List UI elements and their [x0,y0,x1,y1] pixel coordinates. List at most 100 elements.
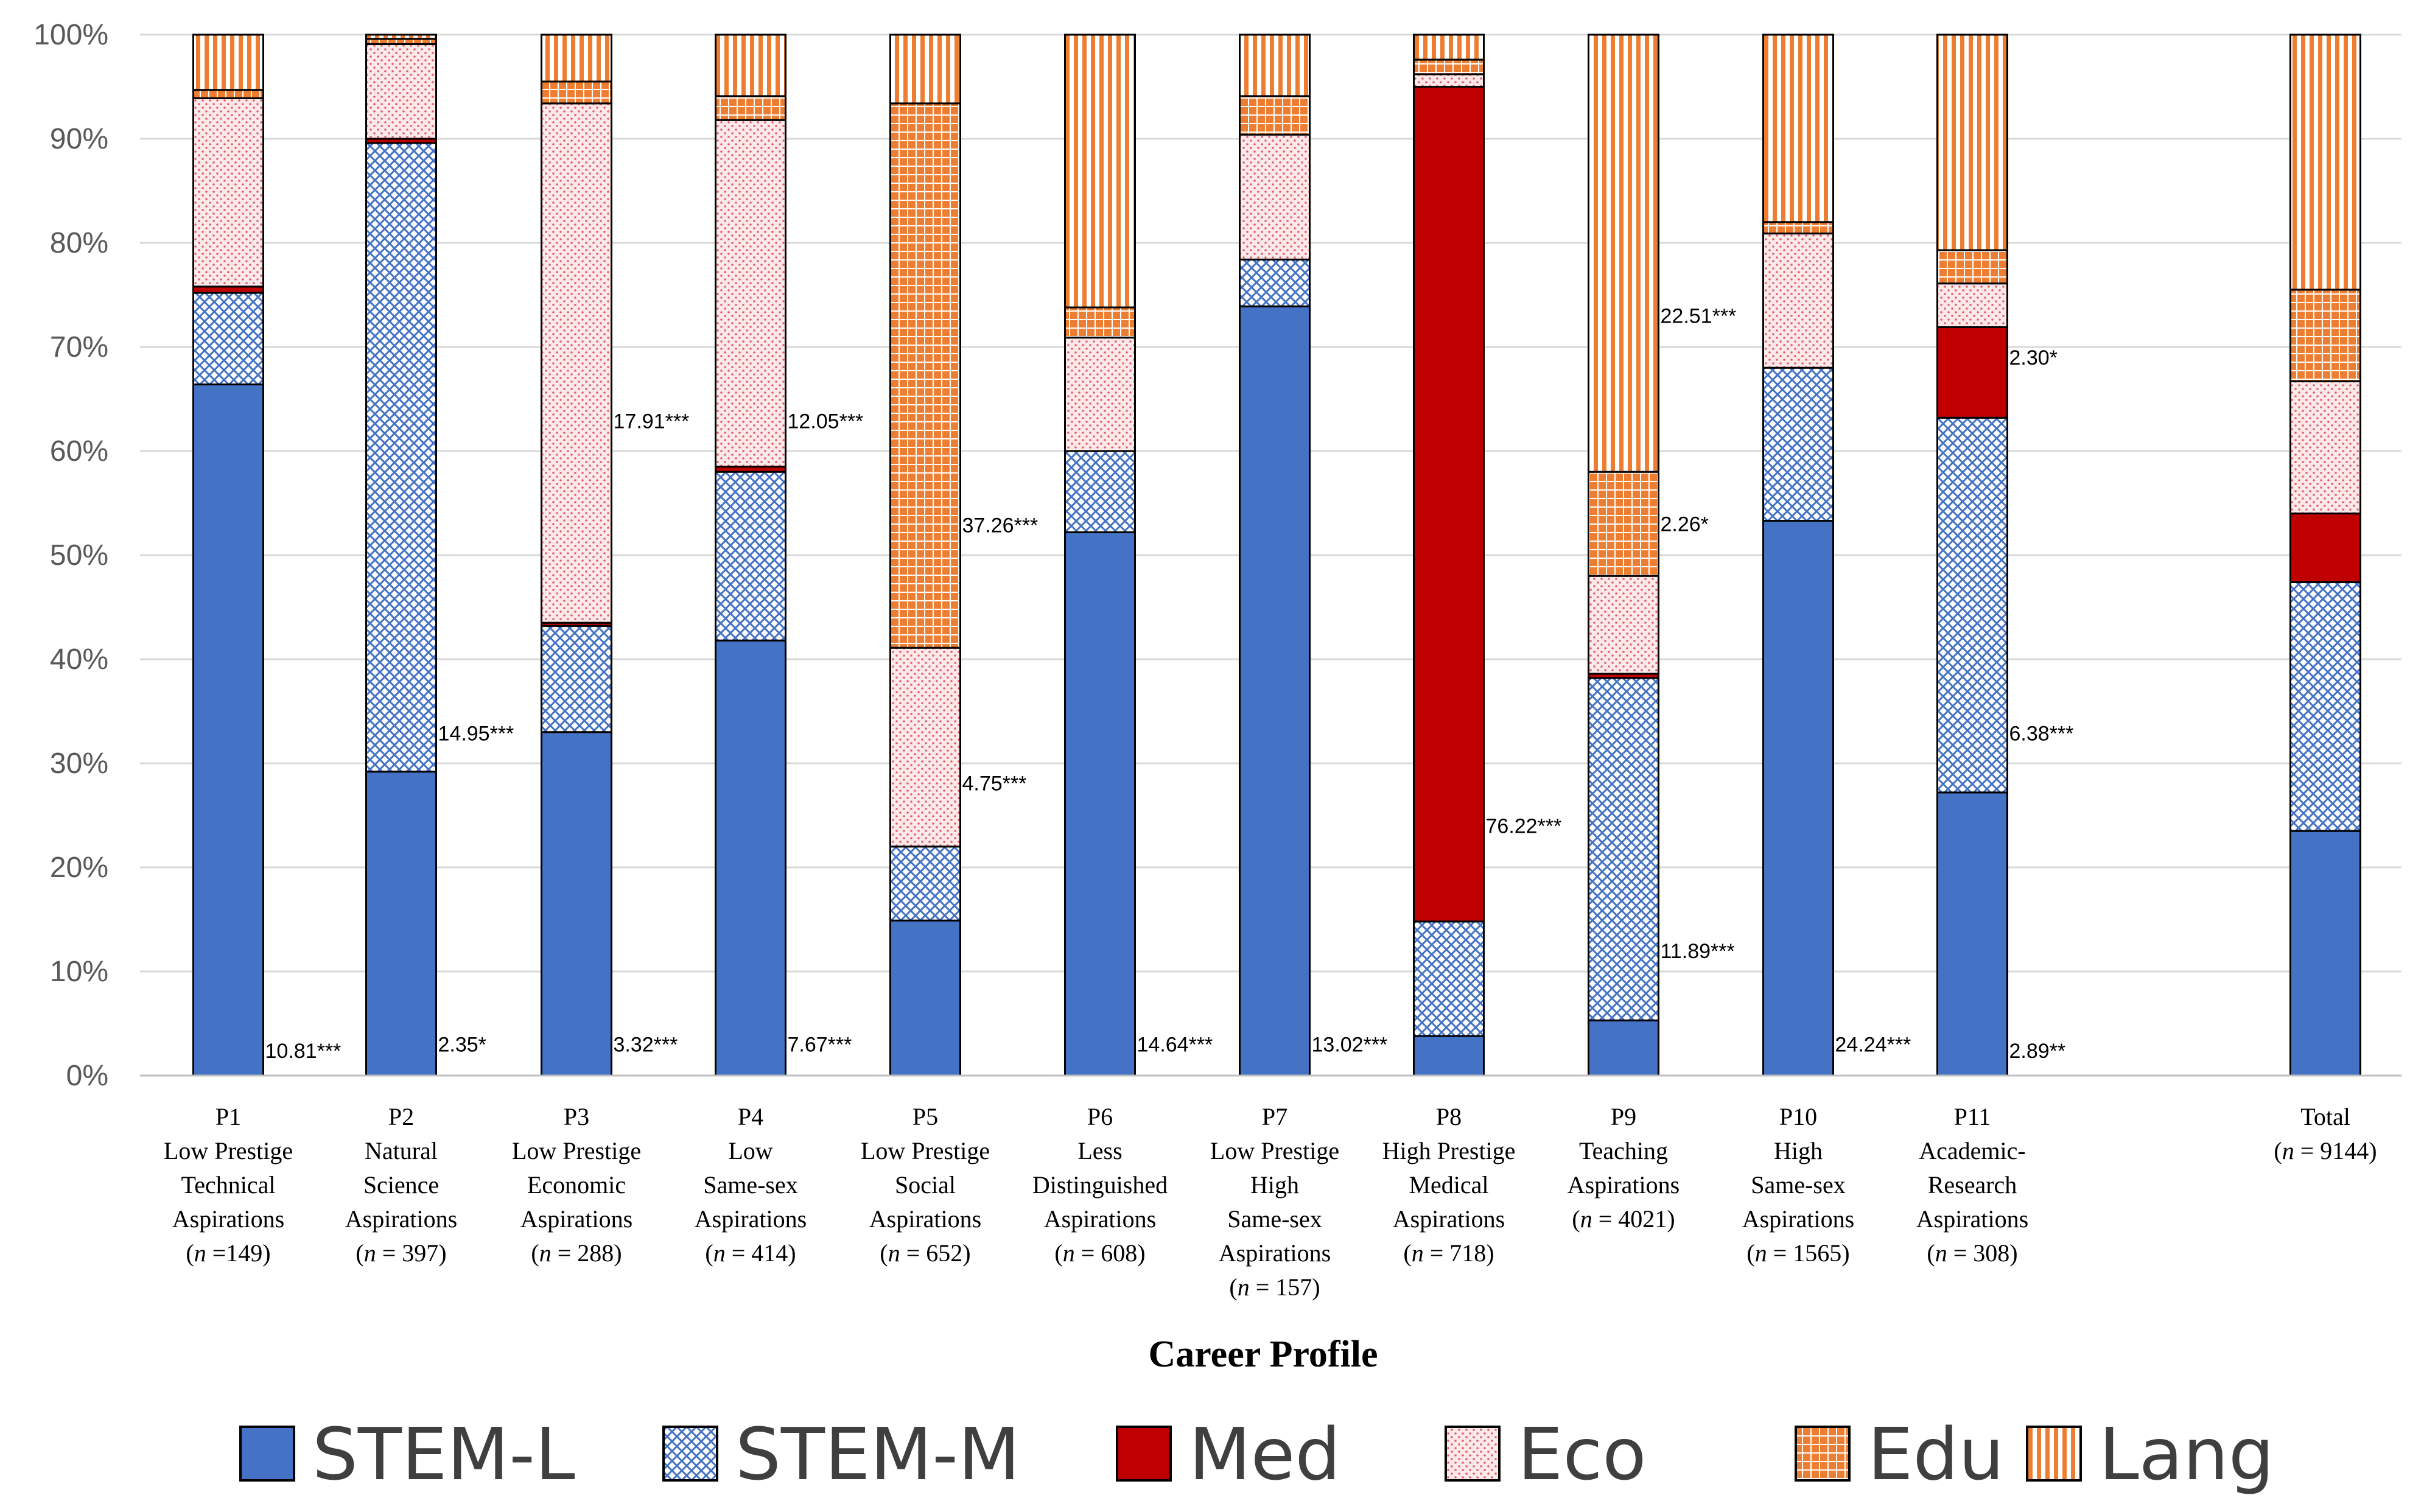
bar-segment-edu [1239,95,1311,136]
category-label: Same-sex [1227,1205,1322,1233]
legend-label-med: Med [1189,1412,1340,1496]
category-label: Teaching [1579,1137,1668,1164]
legend-swatch-stem-l [239,1426,295,1482]
bar-segment-stem-l [715,639,786,1077]
bar-segment-stem-m [192,292,264,386]
legend-label-lang: Lang [2099,1412,2274,1496]
bar-segment-stem-m [1588,677,1659,1021]
bar-segment-stem-l [192,383,264,1077]
bar-segment-stem-m [715,471,786,642]
category-n-label: (n = 608) [1054,1239,1145,1267]
bar-segment-edu [1064,306,1136,339]
bar-segment-eco [1413,73,1485,88]
significance-label: 4.75*** [962,772,1027,795]
bar-segment-stem-l [1588,1019,1659,1077]
category-labels: P1 Low Prestige Technical Aspirations (n =14… [164,1103,2377,1301]
y-tick-label: 100% [33,19,108,51]
bar-segment-med [2289,513,2361,583]
bar-segment-stem-m [541,625,612,733]
significance-label: 2.30* [2009,346,2058,369]
category-label: P6 [1087,1103,1113,1130]
category-label: P5 [913,1103,938,1130]
y-tick-label: 40% [50,643,108,676]
category-label: Medical [1409,1171,1488,1199]
category-label: P10 [1779,1103,1817,1130]
significance-label: 17.91*** [614,410,690,433]
y-tick-label: 20% [50,852,108,884]
bar-segment-lang [2289,33,2361,291]
legend-swatch-lang [2026,1426,2082,1482]
category-n-label: (n = 414) [705,1239,796,1267]
bar-segment-edu [2289,289,2361,382]
category-label: P7 [1262,1103,1287,1130]
bar-segment-edu [192,89,264,99]
bar-segment-stem-m [1413,920,1485,1037]
category-n-label: (n = 1565) [1746,1239,1849,1267]
category-label: Aspirations [345,1205,457,1233]
category-label: Social [895,1171,956,1199]
category-label: Aspirations [1393,1205,1505,1233]
legend-label-edu: Edu [1868,1412,2004,1496]
category-label: Aspirations [695,1205,807,1233]
bar-segment-med [1413,86,1485,923]
category-label: Low [728,1137,772,1164]
y-tick-label: 80% [50,227,108,259]
bar-segment-edu [889,102,961,649]
category-label: Aspirations [1742,1205,1854,1233]
significance-label: 11.89*** [1661,940,1735,963]
bar-segment-lang [715,33,786,97]
legend-swatch-stem-m [662,1426,718,1482]
category-label: Aspirations [172,1205,284,1233]
annotations: 10.81*** 2.35* 14.95*** 3.32*** 17.91*** 7.67… [265,305,2074,1063]
category-label: P11 [1954,1103,1991,1130]
category-label: Low Prestige [861,1137,990,1164]
bars [192,33,2361,1077]
category-label: Aspirations [869,1205,981,1233]
category-label: High [1250,1171,1299,1199]
bar-segment-med [192,285,264,294]
y-axis-ticks: 0% 10% 20% 30% 40% 50% 60% 70% 80% 90% 100% [33,19,108,1092]
significance-label: 2.35* [438,1034,486,1057]
category-label: Technical [181,1171,276,1199]
category-label: P9 [1611,1103,1636,1130]
bar-segment-lang [1936,33,2008,251]
bar-segment-stem-l [1064,531,1136,1077]
significance-label: 10.81*** [265,1040,342,1063]
category-label: Academic- [1919,1137,2025,1164]
bar-segment-edu [1762,221,1834,235]
category-n-label: (n = 9144) [2274,1137,2377,1164]
significance-label: 13.02*** [1312,1034,1388,1057]
legend-swatch-edu [1795,1426,1851,1482]
legend-label-eco: Eco [1518,1412,1647,1496]
bar-segment-stem-m [2289,581,2361,832]
category-label: Distinguished [1032,1171,1168,1199]
category-label: High [1774,1137,1823,1164]
category-n-label: (n = 397) [356,1239,446,1267]
bar-segment-stem-l [541,731,612,1077]
category-label: Science [363,1171,439,1199]
category-label: Low Prestige [1210,1137,1339,1164]
bar-segment-lang [1239,33,1311,97]
bar-segment-stem-m [365,142,437,773]
significance-label: 14.95*** [438,722,514,745]
category-label: P1 [215,1103,241,1130]
bar-segment-stem-l [1413,1035,1485,1077]
category-n-label: (n = 652) [880,1239,970,1267]
significance-label: 6.38*** [2009,722,2074,745]
category-label: Less [1077,1137,1122,1164]
category-label: Aspirations [1916,1205,2028,1233]
category-label: Natural [365,1137,438,1164]
category-label: P3 [564,1103,589,1130]
bar-segment-lang [192,33,264,91]
category-label: Low Prestige [512,1137,641,1164]
category-label: Same-sex [703,1171,798,1199]
category-label: Low Prestige [164,1137,293,1164]
category-label: Aspirations [520,1205,632,1233]
legend-label-stem-m: STEM-M [735,1412,1020,1496]
bar-segment-stem-l [365,771,437,1077]
bar-segment-edu [1413,58,1485,75]
bar-segment-eco [1588,575,1659,675]
category-label: High Prestige [1382,1137,1516,1164]
bar-segment-lang [1762,33,1834,223]
bar-segment-edu [541,80,612,105]
